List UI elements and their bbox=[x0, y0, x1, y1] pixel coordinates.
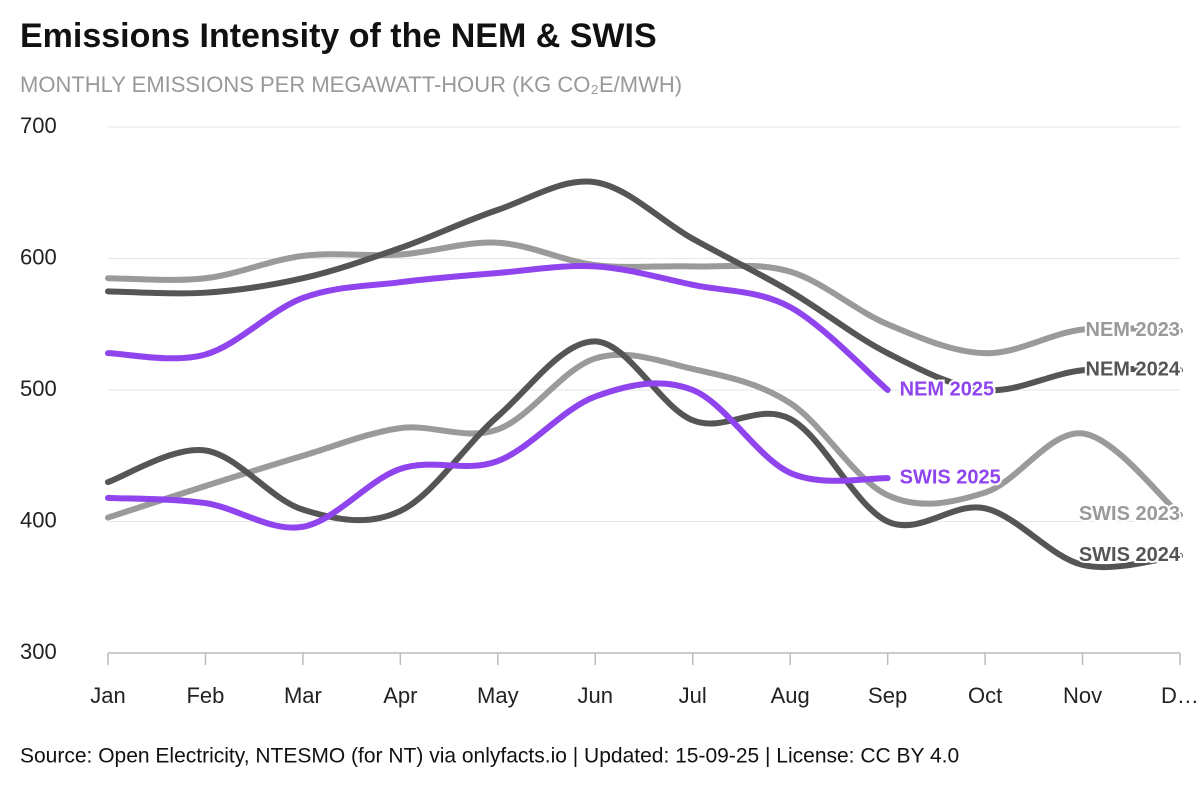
x-tick-label: Sep bbox=[868, 683, 907, 708]
y-tick-label: 700 bbox=[20, 113, 57, 138]
y-tick-label: 600 bbox=[20, 244, 57, 269]
x-tick-label: Jul bbox=[679, 683, 707, 708]
x-tick-label: Feb bbox=[186, 683, 224, 708]
series-line bbox=[105, 239, 1183, 357]
y-tick-label: 300 bbox=[20, 639, 57, 664]
x-tick-label: Jun bbox=[578, 683, 613, 708]
x-tick-label: Aug bbox=[771, 683, 810, 708]
x-tick-label: May bbox=[477, 683, 519, 708]
source-note: Source: Open Electricity, NTESMO (for NT… bbox=[20, 745, 959, 768]
x-tick-label: Mar bbox=[284, 683, 322, 708]
series-line bbox=[105, 338, 1183, 571]
x-tick-label: Oct bbox=[968, 683, 1002, 708]
x-tick-label: Jan bbox=[90, 683, 125, 708]
series-label: NEM 2024 bbox=[1086, 359, 1181, 381]
x-tick-label: Nov bbox=[1063, 683, 1102, 708]
series-label: NEM 2025 bbox=[900, 378, 995, 400]
series-label: SWIS 2024 bbox=[1079, 544, 1181, 566]
x-tick-label: Apr bbox=[383, 683, 417, 708]
series-line bbox=[105, 351, 1183, 521]
chart-title: Emissions Intensity of the NEM & SWIS bbox=[20, 17, 657, 55]
y-tick-label: 400 bbox=[20, 507, 57, 532]
series-label: SWIS 2025 bbox=[900, 466, 1001, 488]
series-line bbox=[105, 263, 891, 393]
series-label: NEM 2023 bbox=[1086, 319, 1181, 341]
series-label: SWIS 2023 bbox=[1079, 503, 1180, 525]
series-line bbox=[105, 380, 891, 531]
series-line bbox=[105, 178, 1183, 394]
chart-subtitle: MONTHLY EMISSIONS PER MEGAWATT-HOUR (KG … bbox=[20, 72, 682, 97]
x-tick-label: D… bbox=[1161, 683, 1199, 708]
y-tick-label: 500 bbox=[20, 376, 57, 401]
